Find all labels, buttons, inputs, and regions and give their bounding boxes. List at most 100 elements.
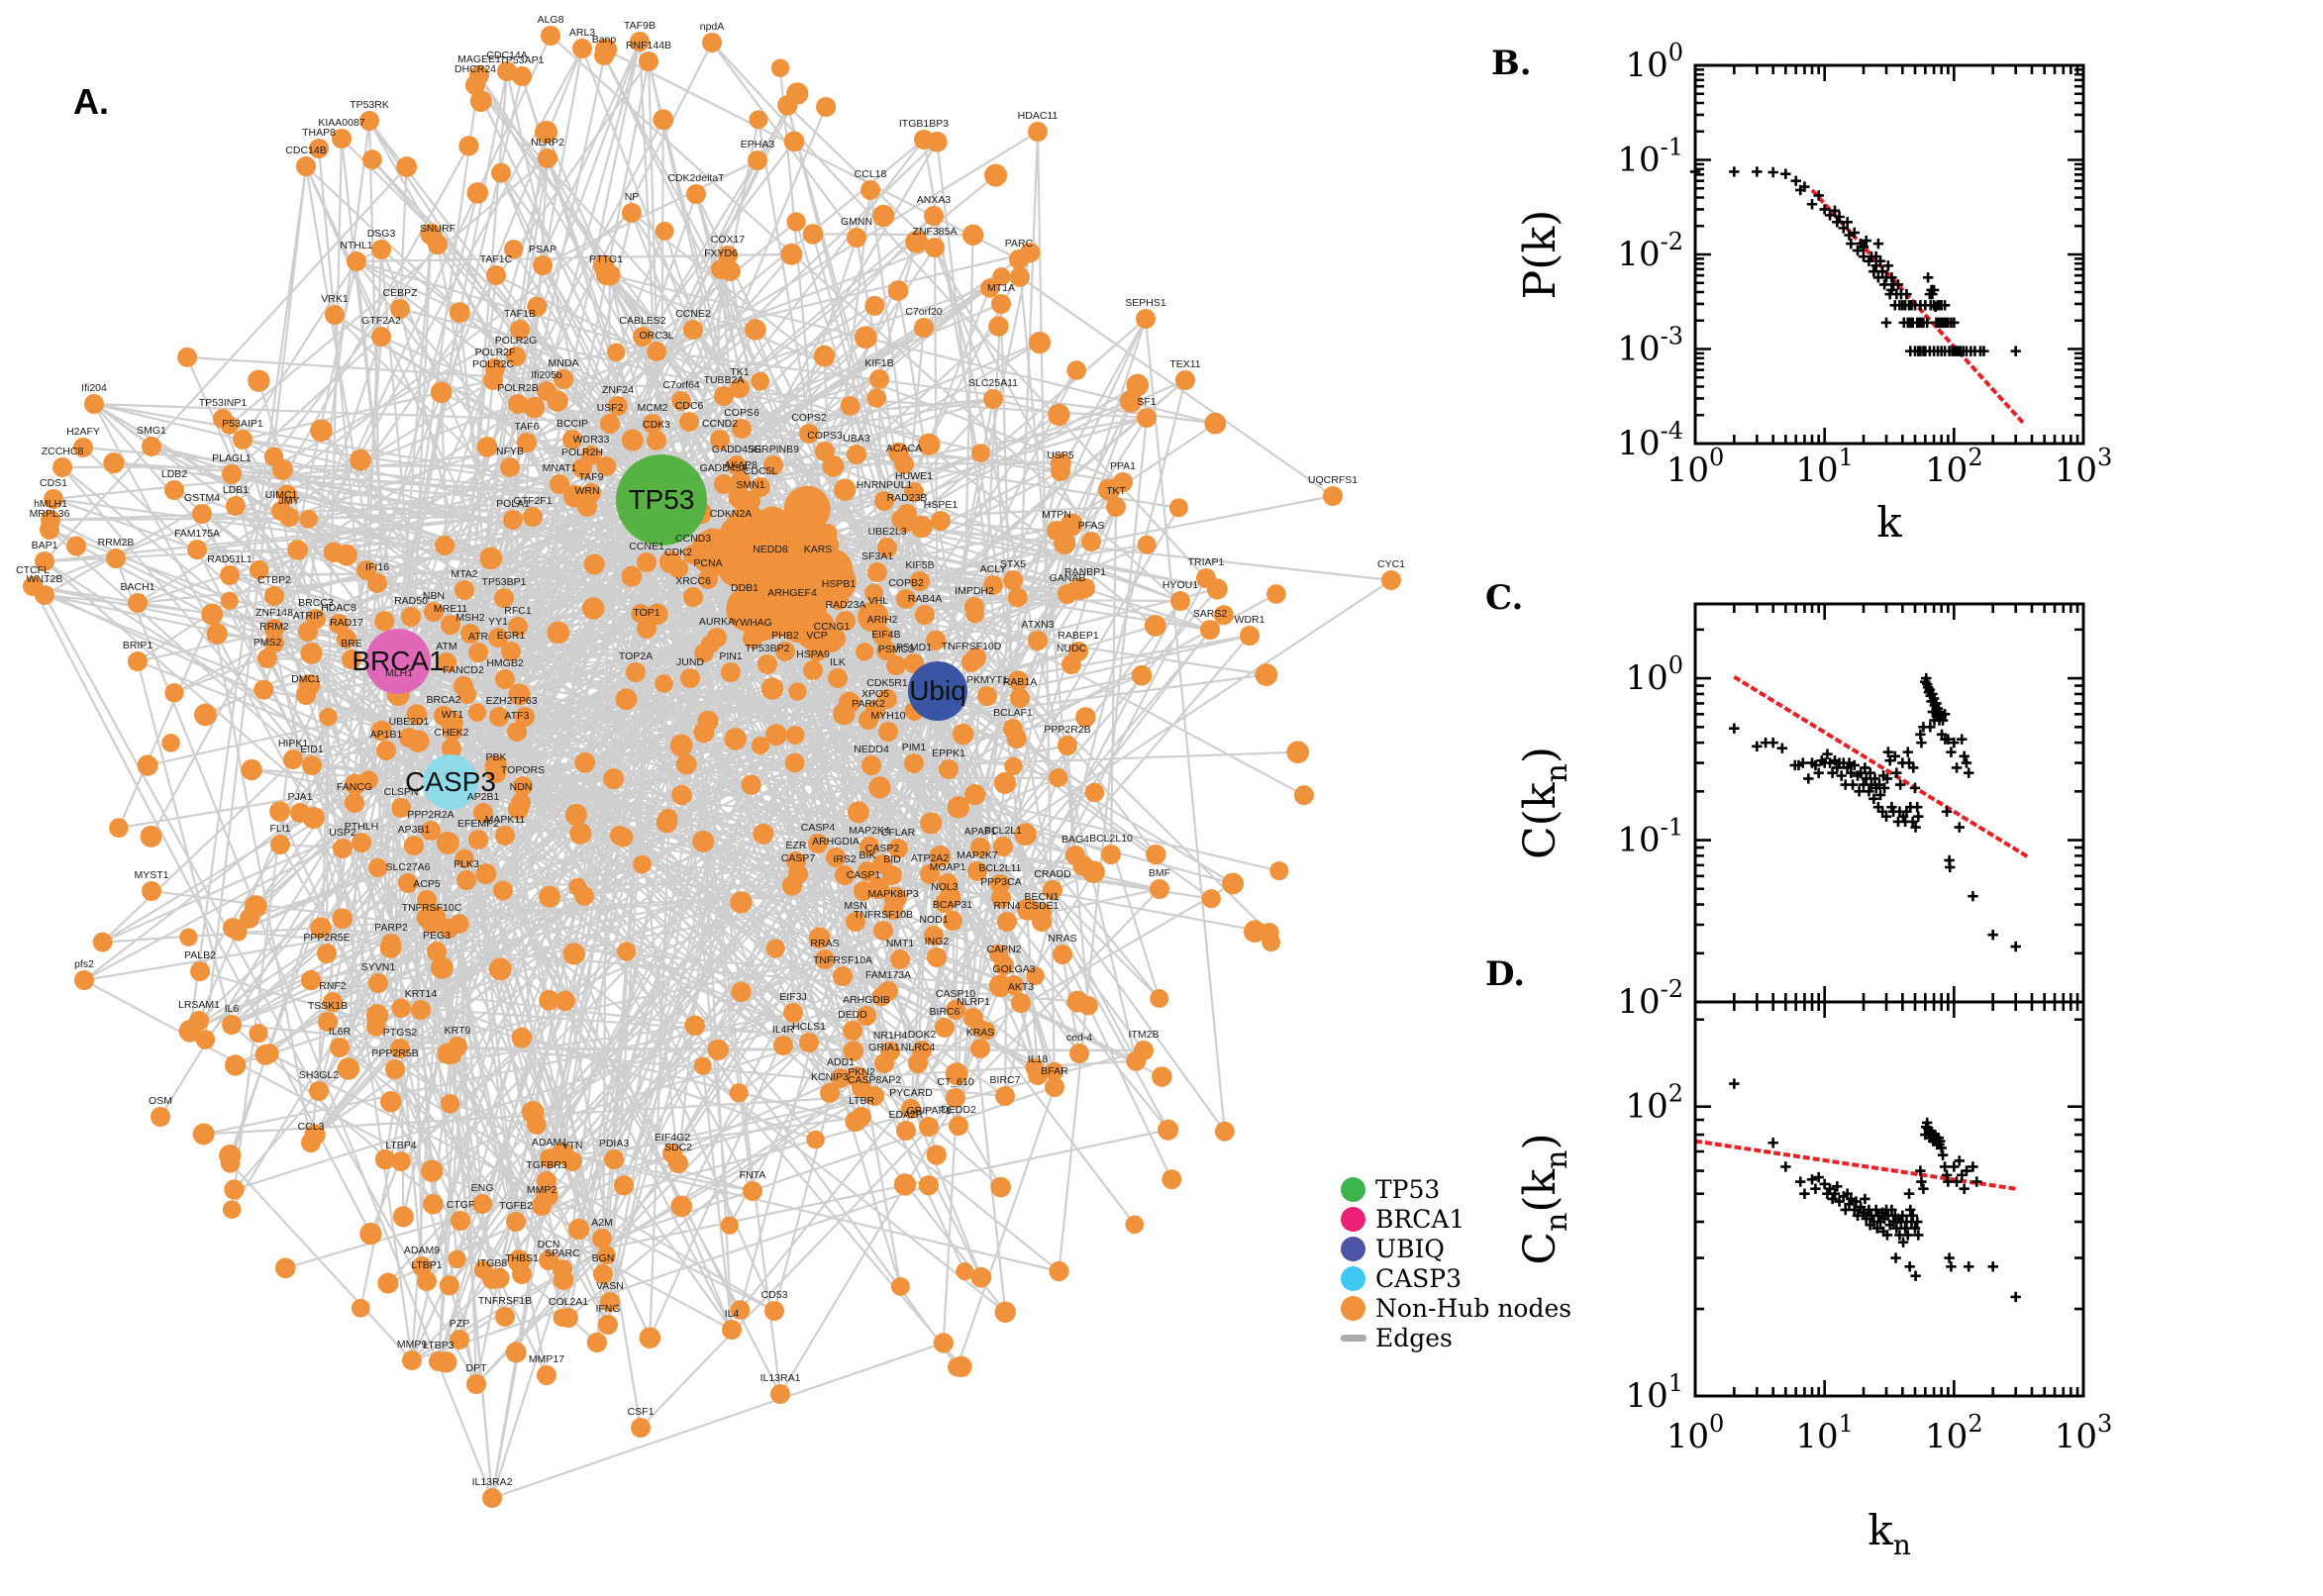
svg-text:NLRC4: NLRC4 — [901, 1042, 936, 1053]
plot-c-points — [1729, 672, 2021, 952]
svg-text:IL6: IL6 — [225, 1003, 240, 1015]
plot-b-ticks — [1695, 65, 2083, 444]
svg-text:DSG3: DSG3 — [367, 228, 396, 240]
svg-text:CLSPN: CLSPN — [383, 786, 418, 798]
svg-text:102: 102 — [1925, 444, 1983, 490]
svg-text:PPP2R5B: PPP2R5B — [371, 1047, 418, 1059]
svg-text:AP2B1: AP2B1 — [467, 791, 500, 803]
svg-text:XPO5: XPO5 — [861, 688, 889, 700]
svg-text:CRADD: CRADD — [1034, 868, 1071, 880]
svg-text:MNDA: MNDA — [549, 357, 579, 369]
svg-text:FXYD6: FXYD6 — [704, 248, 738, 259]
svg-text:MMP2: MMP2 — [527, 1184, 556, 1196]
svg-text:TP63: TP63 — [512, 695, 537, 707]
svg-text:BACH1: BACH1 — [120, 581, 154, 593]
svg-text:ZCCHC8: ZCCHC8 — [42, 446, 84, 457]
svg-text:ORC3L: ORC3L — [639, 330, 673, 342]
svg-text:ALG8: ALG8 — [538, 14, 564, 26]
svg-text:JUND: JUND — [676, 656, 704, 668]
svg-text:C7orf20: C7orf20 — [905, 306, 943, 318]
svg-text:BRCC3: BRCC3 — [298, 597, 334, 609]
svg-text:EGR1: EGR1 — [497, 630, 526, 642]
svg-text:LRSAM1: LRSAM1 — [178, 999, 220, 1011]
svg-text:Banp: Banp — [592, 34, 617, 46]
svg-text:POLR2F: POLR2F — [475, 347, 516, 358]
svg-text:BFAR: BFAR — [1041, 1065, 1068, 1077]
svg-text:HCLS1: HCLS1 — [792, 1021, 826, 1033]
svg-text:IFI16: IFI16 — [365, 561, 389, 573]
svg-text:PJA1: PJA1 — [287, 791, 312, 803]
svg-text:YWHAG: YWHAG — [733, 617, 772, 629]
legend-label: Edges — [1375, 1323, 1453, 1352]
svg-text:YY1: YY1 — [488, 616, 508, 628]
svg-text:EPHA3: EPHA3 — [741, 139, 775, 150]
svg-text:NEDD4: NEDD4 — [854, 744, 889, 755]
panel-label-b: B. — [1491, 44, 1532, 83]
svg-text:ATF3: ATF3 — [505, 710, 530, 722]
svg-text:KRAS: KRAS — [966, 1027, 995, 1039]
svg-text:CYC1: CYC1 — [1377, 558, 1405, 570]
svg-text:NFYB: NFYB — [496, 446, 524, 457]
svg-text:CASP1: CASP1 — [847, 869, 881, 881]
svg-text:SNURF: SNURF — [420, 223, 455, 235]
svg-text:PLAGL1: PLAGL1 — [212, 452, 252, 464]
svg-text:ZNF24: ZNF24 — [602, 384, 634, 396]
svg-text:GANAB: GANAB — [1050, 572, 1086, 584]
svg-text:PEG3: PEG3 — [423, 930, 451, 942]
svg-text:IL4: IL4 — [725, 1308, 740, 1320]
plot-d-frame — [1693, 1000, 2085, 1398]
svg-text:Ifi204: Ifi204 — [81, 382, 107, 394]
svg-text:TKT: TKT — [1106, 485, 1126, 497]
legend-label: BRCA1 — [1375, 1204, 1465, 1234]
svg-text:BRE: BRE — [341, 638, 362, 649]
svg-text:RAD17: RAD17 — [330, 617, 363, 629]
svg-text:PDIA3: PDIA3 — [599, 1138, 630, 1149]
svg-text:PPP2R2B: PPP2R2B — [1044, 724, 1090, 736]
svg-text:IL13RA2: IL13RA2 — [472, 1476, 513, 1488]
svg-text:POLR2B: POLR2B — [497, 382, 538, 394]
svg-text:TUBB2A: TUBB2A — [704, 374, 745, 386]
svg-text:103: 103 — [2055, 1410, 2113, 1456]
svg-text:NOD1: NOD1 — [919, 914, 948, 926]
svg-text:DEDD: DEDD — [838, 1009, 867, 1021]
svg-text:TP53AP1: TP53AP1 — [500, 54, 545, 66]
svg-text:MYH10: MYH10 — [870, 710, 905, 722]
svg-text:NLRP1: NLRP1 — [957, 996, 990, 1008]
plot-b-y-axis-label: P(k) — [1515, 210, 1566, 300]
svg-text:ANXA3: ANXA3 — [917, 194, 952, 206]
svg-text:GRIA1: GRIA1 — [868, 1042, 900, 1053]
svg-text:PARC: PARC — [1005, 238, 1034, 249]
svg-text:CDC14A: CDC14A — [486, 50, 527, 61]
svg-text:TRIAP1: TRIAP1 — [1188, 556, 1225, 568]
svg-text:EFEMP2: EFEMP2 — [457, 818, 499, 830]
svg-text:XRCC6: XRCC6 — [675, 575, 711, 587]
svg-text:PIN1: PIN1 — [719, 650, 743, 662]
svg-text:DPT: DPT — [466, 1362, 488, 1374]
svg-text:CTGF: CTGF — [447, 1199, 475, 1211]
svg-text:JMY: JMY — [279, 495, 300, 507]
svg-text:DMC1: DMC1 — [291, 673, 321, 685]
svg-text:NUDC: NUDC — [1057, 643, 1087, 654]
svg-text:ITGB8: ITGB8 — [477, 1257, 508, 1269]
svg-text:GTF2F1: GTF2F1 — [513, 495, 552, 507]
svg-text:RNF2: RNF2 — [319, 980, 347, 992]
svg-text:PTTG1: PTTG1 — [589, 253, 623, 265]
svg-text:CDC5L: CDC5L — [744, 465, 778, 477]
svg-text:ATRIP: ATRIP — [293, 610, 323, 622]
svg-text:BMF: BMF — [1149, 867, 1170, 879]
svg-text:100: 100 — [1666, 444, 1725, 490]
svg-text:PPP3CA: PPP3CA — [980, 876, 1021, 888]
panel-label-a: A. — [73, 81, 109, 122]
svg-text:CASP7: CASP7 — [781, 852, 816, 864]
svg-text:FNTA: FNTA — [740, 1169, 766, 1181]
svg-text:ATXN3: ATXN3 — [1021, 619, 1054, 631]
svg-text:COPS6: COPS6 — [724, 407, 759, 419]
svg-text:CT_610: CT_610 — [937, 1076, 974, 1088]
svg-text:EIF4B: EIF4B — [871, 629, 900, 641]
svg-text:TNFRSF10B: TNFRSF10B — [854, 909, 913, 921]
svg-text:RAB1A: RAB1A — [1003, 676, 1037, 688]
svg-text:ATM: ATM — [436, 641, 456, 652]
svg-text:P53AIP1: P53AIP1 — [222, 418, 263, 430]
